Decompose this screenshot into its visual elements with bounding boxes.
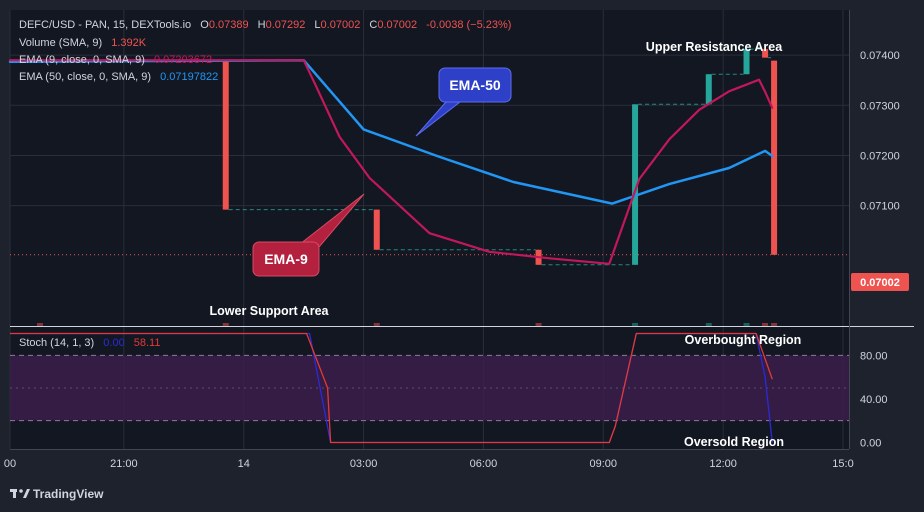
volume-bar <box>705 323 712 326</box>
volume-bar <box>762 323 769 326</box>
low-value: 0.07002 <box>321 19 361 31</box>
price-tick-label: 0.07300 <box>860 100 900 112</box>
current-price-tag: 0.07002 <box>851 273 909 291</box>
ema9-label: EMA (9, close, 0, SMA, 9) <box>19 54 145 66</box>
axis-labels: 0.07400 0.07300 0.07200 0.07100 80.00 40.00 0.… <box>4 50 900 470</box>
legend-ema50-row[interactable]: EMA (50, close, 0, SMA, 9) 0.07197822 <box>19 71 218 83</box>
price-tick-label: 0.07100 <box>860 201 900 213</box>
ema9-value: 0.07203672 <box>154 54 212 66</box>
current-price-label: 0.07002 <box>860 277 900 289</box>
low-label: L <box>314 19 320 31</box>
legend-title-row: DEFC/USD - PAN, 15, DEXTools.io O0.07389… <box>19 19 511 31</box>
current-price-bg <box>851 273 909 291</box>
ema9-callout-text: EMA-9 <box>264 251 308 267</box>
candles <box>36 49 778 326</box>
candle[interactable] <box>222 60 229 210</box>
price-tick-label: 0.07400 <box>860 50 900 62</box>
volume-bar <box>36 323 43 326</box>
stoch-k-value: 0.00 <box>103 337 124 349</box>
time-tick-label: 09:00 <box>590 458 618 470</box>
main-pane[interactable] <box>10 10 849 326</box>
support-annotation: Lower Support Area <box>210 304 330 318</box>
price-tick-label: 0.07200 <box>860 150 900 162</box>
oversold-annotation: Oversold Region <box>684 435 784 449</box>
volume-bar <box>743 323 750 326</box>
stoch-label: Stoch (14, 1, 3) <box>19 337 94 349</box>
stoch-d-value: 58.11 <box>134 337 161 349</box>
high-value: 0.07292 <box>266 19 306 31</box>
time-tick-label: 12:00 <box>709 458 737 470</box>
ema9-callout-box <box>252 241 320 277</box>
stoch-tick-label: 0.00 <box>860 437 881 449</box>
high-label: H <box>258 19 266 31</box>
candle[interactable] <box>762 49 769 58</box>
volume-bar <box>535 323 542 326</box>
stoch-lines <box>10 332 773 444</box>
time-tick-label: 15:0 <box>832 458 853 470</box>
stoch-band-fill <box>10 355 849 421</box>
ema50-value: 0.07197822 <box>160 71 218 83</box>
tv-logo-icon <box>10 489 30 498</box>
ema50-callout-box <box>438 67 512 103</box>
time-tick-label: 06:00 <box>470 458 498 470</box>
candle[interactable] <box>373 209 380 250</box>
ema9-callout: EMA-9 <box>252 193 365 277</box>
ema50-callout: EMA-50 <box>415 67 512 137</box>
time-tick-label: 00 <box>4 458 16 470</box>
volume-bar <box>222 323 229 326</box>
volume-bar <box>373 323 380 326</box>
open-value: 0.07389 <box>209 19 249 31</box>
candle[interactable] <box>632 104 639 265</box>
stoch-tick-label: 80.00 <box>860 350 888 362</box>
close-label: C <box>369 19 377 31</box>
stoch-d-line[interactable] <box>10 332 773 444</box>
ema9-line[interactable] <box>8 59 774 265</box>
candle[interactable] <box>743 49 750 75</box>
indicator-lines <box>8 58 774 265</box>
symbol-title: DEFC/USD - PAN, 15, DEXTools.io <box>19 19 191 31</box>
legend-volume-row[interactable]: Volume (SMA, 9) 1.392K <box>19 37 147 49</box>
time-tick-label: 21:00 <box>110 458 138 470</box>
ema50-line[interactable] <box>8 58 774 205</box>
change-value: -0.0038 (−5.23%) <box>426 19 511 31</box>
overbought-annotation: Overbought Region <box>685 333 802 347</box>
volume-value: 1.392K <box>111 37 147 49</box>
legend-stoch-row[interactable]: Stoch (14, 1, 3) 0.00 58.11 <box>19 337 160 349</box>
volume-bar <box>632 323 639 326</box>
close-value: 0.07002 <box>377 19 417 31</box>
resistance-annotation: Upper Resistance Area <box>646 40 783 54</box>
open-label: O <box>200 19 209 31</box>
stoch-tick-label: 40.00 <box>860 394 888 406</box>
volume-label: Volume (SMA, 9) <box>19 37 102 49</box>
stoch-band <box>10 354 849 422</box>
tradingview-brand: TradingView <box>33 487 104 501</box>
ema50-callout-text: EMA-50 <box>449 77 501 93</box>
time-tick-label: 03:00 <box>350 458 378 470</box>
ema50-label: EMA (50, close, 0, SMA, 9) <box>19 71 151 83</box>
volume-bar <box>771 323 778 326</box>
time-tick-label: 14 <box>238 458 250 470</box>
legend-ema9-row[interactable]: EMA (9, close, 0, SMA, 9) 0.07203672 <box>19 54 212 66</box>
tradingview-logo[interactable]: TradingView <box>10 487 104 501</box>
candle[interactable] <box>771 60 778 255</box>
candle[interactable] <box>705 74 712 105</box>
